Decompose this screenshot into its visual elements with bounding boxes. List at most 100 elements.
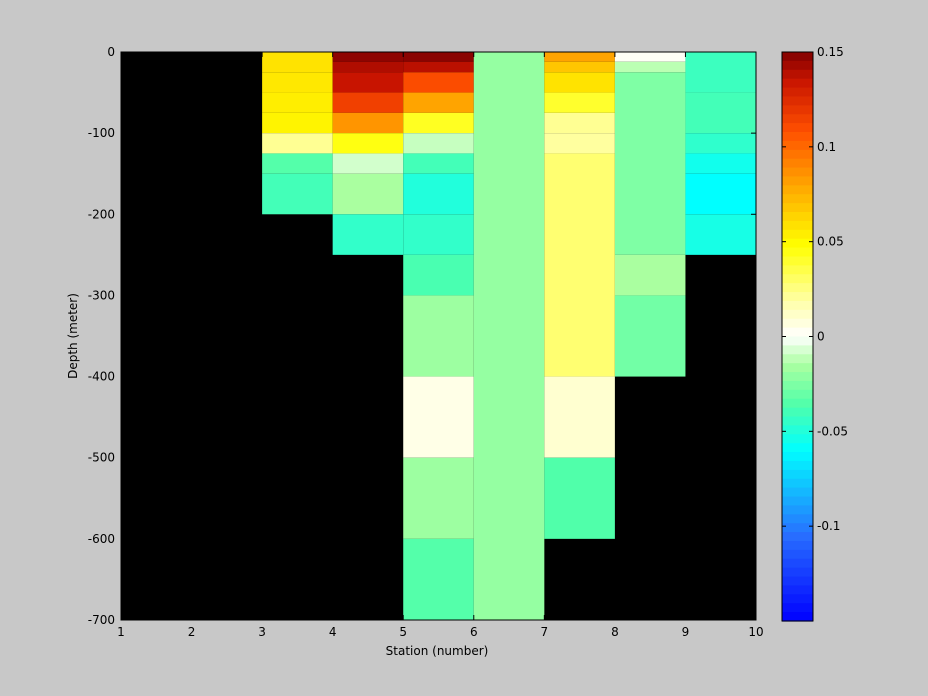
heatmap-cell — [332, 72, 404, 93]
heatmap-cell — [544, 112, 615, 134]
colorbar-swatch — [782, 549, 813, 560]
heatmap-cell — [403, 52, 474, 62]
colorbar-swatch — [782, 425, 813, 435]
x-tick-label: 2 — [188, 625, 196, 639]
x-tick-label: 9 — [682, 625, 690, 639]
colorbar-swatch — [782, 558, 813, 569]
colorbar-tick-label: -0.05 — [817, 424, 848, 438]
heatmap-cell — [403, 112, 474, 134]
colorbar-swatch — [782, 52, 813, 62]
heatmap-cell — [332, 92, 404, 113]
colorbar-swatch — [782, 567, 813, 578]
heatmap-cell — [614, 254, 686, 296]
colorbar-swatch — [782, 505, 813, 515]
colorbar-swatch — [782, 212, 813, 222]
heatmap-cell — [403, 214, 474, 255]
heatmap-cell — [403, 254, 474, 296]
colorbar-swatch — [782, 487, 813, 498]
heatmap-cell — [614, 295, 686, 377]
colorbar-swatch — [782, 327, 813, 338]
colorbar-swatch — [782, 300, 813, 311]
heatmap-cell — [262, 173, 333, 215]
colorbar-swatch — [782, 87, 813, 98]
heatmap-cell — [544, 61, 615, 73]
colorbar-swatch — [782, 363, 813, 373]
colorbar-swatch — [782, 345, 813, 355]
x-tick-label: 3 — [258, 625, 266, 639]
colorbar-swatch — [782, 123, 813, 133]
heatmap-cell — [403, 92, 474, 113]
colorbar-swatch — [782, 69, 813, 80]
colorbar-swatch — [782, 434, 813, 444]
colorbar-swatch — [782, 114, 813, 124]
colorbar-swatch — [782, 60, 813, 71]
colorbar-swatch — [782, 336, 813, 346]
heatmap-cell — [403, 538, 474, 620]
colorbar-swatch — [782, 265, 813, 275]
colorbar-swatch — [782, 105, 813, 115]
colorbar — [781, 51, 814, 622]
y-axis-ticks: 0 -100 -200 -300 -400 -500 -600 -700 — [88, 45, 756, 627]
heatmap-cell — [332, 112, 404, 134]
colorbar-swatch — [782, 140, 813, 151]
heatmap-cell — [685, 52, 756, 93]
colorbar-swatch — [782, 452, 813, 462]
heatmap-cell — [614, 72, 686, 255]
colorbar-swatch — [782, 96, 813, 106]
x-tick-label: 6 — [470, 625, 478, 639]
heatmap-cell — [403, 153, 474, 174]
y-tick-label: -700 — [88, 613, 115, 627]
colorbar-swatch — [782, 132, 813, 142]
x-tick-label: 10 — [748, 625, 763, 639]
heatmap-cell — [403, 72, 474, 93]
colorbar-swatch — [782, 523, 813, 533]
heatmap-cell — [332, 173, 404, 215]
x-tick-label: 8 — [611, 625, 619, 639]
colorbar-swatch — [782, 407, 813, 418]
heatmap-cell — [685, 173, 756, 215]
colorbar-swatch — [782, 443, 813, 453]
heatmap-cell — [332, 153, 404, 174]
heatmap-cell — [262, 92, 333, 113]
colorbar-swatch — [782, 416, 813, 427]
x-tick-label: 1 — [117, 625, 125, 639]
heatmap-cell — [544, 457, 615, 539]
plot-frame — [120, 51, 757, 621]
colorbar-swatch — [782, 585, 813, 595]
colorbar-swatch — [782, 247, 813, 258]
colorbar-swatch — [782, 220, 813, 231]
colorbar-swatch — [782, 309, 813, 320]
colorbar-swatch — [782, 158, 813, 169]
y-tick-label: -300 — [88, 288, 115, 302]
heatmap-cell — [544, 72, 615, 93]
heatmap-cell — [685, 153, 756, 174]
heatmap-cell — [685, 133, 756, 154]
colorbar-tick-label: -0.1 — [817, 519, 840, 533]
colorbar-swatch — [782, 354, 813, 364]
heatmap-cell — [614, 61, 686, 73]
colorbar-swatch — [782, 167, 813, 178]
heatmap-cell — [403, 133, 474, 154]
heatmap-cell — [685, 92, 756, 134]
heatmap-cell — [544, 376, 615, 458]
x-axis-label: Station (number) — [386, 644, 489, 658]
heatmap-cell — [262, 153, 333, 174]
colorbar-tick-label: 0.15 — [817, 45, 844, 59]
heatmap-cell — [403, 61, 474, 73]
x-tick-label: 4 — [329, 625, 337, 639]
y-axis-label: Depth (meter) — [66, 293, 80, 379]
heatmap-cell — [544, 52, 615, 62]
colorbar-swatch — [782, 540, 813, 551]
colorbar-swatch — [782, 185, 813, 195]
colorbar-tick-label: 0.1 — [817, 140, 836, 154]
y-tick-label: -400 — [88, 370, 115, 384]
colorbar-tick-label: 0.05 — [817, 235, 844, 249]
colorbar-swatch — [782, 229, 813, 240]
x-tick-label: 7 — [541, 625, 549, 639]
heatmap-cell — [332, 133, 404, 154]
heatmap-cell — [262, 72, 333, 93]
colorbar-swatch — [782, 78, 813, 89]
y-tick-label: 0 — [107, 45, 115, 59]
heatmap-cells — [262, 52, 756, 620]
